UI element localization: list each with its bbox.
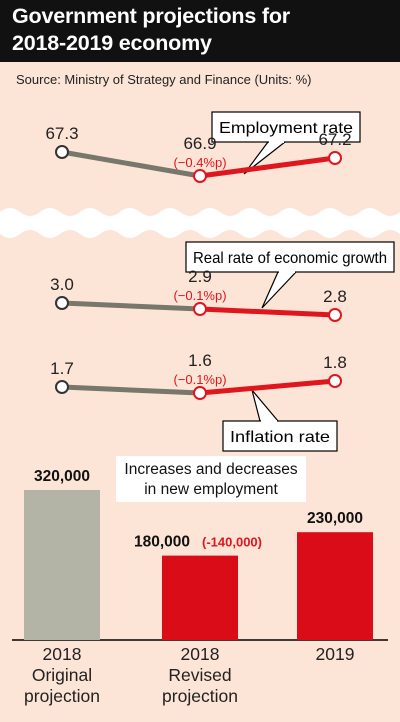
growth-value-label-1: 2.9	[188, 267, 212, 286]
bar-original	[24, 490, 100, 640]
inflation-value-label-2: 1.8	[323, 353, 347, 372]
x-category-label-0-0: 2018	[43, 644, 82, 664]
employment-value-label-2: 67.2	[318, 130, 351, 149]
growth-point-0	[55, 296, 69, 310]
growth-change-note: (−0.1%p)	[173, 288, 226, 303]
bar-chart-title-line-1: in new employment	[144, 481, 278, 498]
growth-callout-pointer	[261, 271, 298, 309]
bar-value-label-0: 320,000	[34, 468, 90, 485]
inflation-segment-original	[61, 384, 201, 396]
x-category-label-0-1: Original	[32, 665, 92, 685]
growth-value-label-0: 3.0	[50, 275, 74, 294]
employment-segment-revised	[199, 155, 336, 179]
header-band: Government projections for 2018-2019 eco…	[0, 0, 400, 62]
inflation-point-2	[328, 374, 342, 388]
source-note: Source: Ministry of Strategy and Finance…	[16, 72, 312, 87]
inflation-callout-pointer	[251, 389, 280, 422]
growth-point-2	[328, 308, 342, 322]
bar-chart-title-line-0: Increases and decreases	[124, 461, 297, 478]
employment-chart-title: Employment rate	[219, 120, 353, 137]
inflation-value-label-0: 1.7	[50, 359, 74, 378]
inflation-chart-title: Inflation rate	[230, 429, 330, 446]
bar-y2019	[297, 532, 373, 640]
growth-value-label-2: 2.8	[323, 287, 347, 306]
axis-break-wave	[0, 208, 400, 238]
bar-revised	[162, 555, 238, 640]
inflation-callout-box	[222, 420, 338, 452]
bar-change-note: (-140,000)	[202, 535, 262, 550]
bar-value-label-2: 230,000	[307, 510, 363, 527]
employment-change-note: (−0.4%p)	[173, 155, 226, 170]
x-category-label-1-0: 2018	[181, 644, 220, 664]
inflation-point-0	[55, 380, 69, 394]
employment-point-2	[328, 151, 342, 165]
employment-point-0	[55, 145, 69, 159]
growth-segment-revised	[199, 306, 336, 318]
bar-chart-title-box	[116, 456, 306, 502]
x-category-label-2-0: 2019	[316, 644, 355, 664]
page-title: Government projections for 2018-2019 eco…	[12, 3, 290, 57]
employment-point-1	[193, 169, 207, 183]
inflation-segment-revised	[199, 378, 336, 396]
growth-chart-title: Real rate of economic growth	[193, 250, 387, 267]
employment-value-label-0: 67.3	[45, 124, 78, 143]
x-category-label-1-1: Revised	[168, 665, 231, 685]
title-line-2: 2018-2019 economy	[12, 31, 212, 55]
bar-value-label-1: 180,000	[134, 534, 190, 551]
growth-callout-box	[185, 241, 395, 273]
x-category-label-0-2: projection	[24, 686, 100, 706]
employment-callout-box	[211, 111, 361, 143]
inflation-value-label-1: 1.6	[188, 351, 212, 370]
growth-segment-original	[61, 300, 201, 312]
employment-segment-original	[61, 149, 201, 179]
employment-value-label-1: 66.9	[183, 134, 216, 153]
inflation-change-note: (−0.1%p)	[173, 372, 226, 387]
title-line-1: Government projections for	[12, 4, 290, 28]
inflation-point-1	[193, 386, 207, 400]
x-category-label-1-2: projection	[162, 686, 238, 706]
growth-point-1	[193, 302, 207, 316]
